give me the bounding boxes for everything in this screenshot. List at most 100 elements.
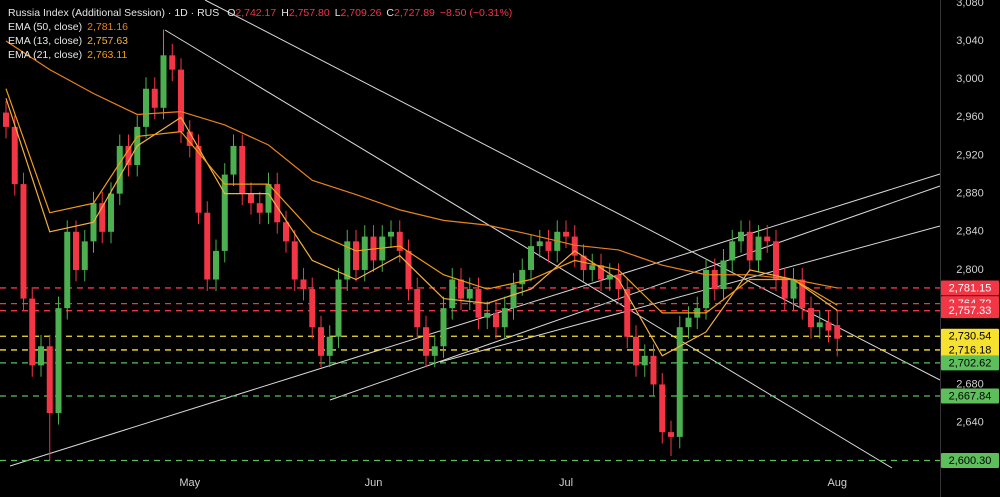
candle-body bbox=[738, 231, 744, 242]
candle-body bbox=[641, 355, 648, 366]
price-axis: 2,640 2,680 2,800 2,840 2,880 2,920 2,960 3,000… bbox=[956, 0, 984, 428]
candle-body bbox=[169, 55, 176, 70]
candle-body bbox=[475, 289, 482, 318]
header: Russia Index (Additional Session) · 1D ·… bbox=[8, 6, 512, 62]
candle-body bbox=[274, 184, 281, 223]
candle-body bbox=[816, 322, 823, 328]
candle-body bbox=[239, 145, 246, 194]
candle-body bbox=[799, 279, 806, 309]
level-label: 2,600.30 bbox=[949, 455, 992, 467]
candle-body bbox=[55, 308, 62, 414]
candle-body bbox=[414, 289, 421, 328]
ema-line bbox=[5, 40, 838, 289]
candle-body bbox=[790, 279, 797, 299]
candle-body bbox=[151, 88, 158, 108]
candle-body bbox=[125, 145, 132, 166]
ohlc-name: O bbox=[227, 7, 236, 19]
y-tick-label: 3,040 bbox=[956, 35, 984, 47]
candle-body bbox=[230, 145, 237, 175]
y-tick-label: 2,840 bbox=[956, 226, 984, 238]
candle-body bbox=[501, 308, 508, 328]
y-tick-label: 2,920 bbox=[956, 149, 984, 161]
level-label: 2,757.33 bbox=[949, 305, 992, 317]
candle-body bbox=[423, 327, 429, 356]
level-label: 2,702.62 bbox=[949, 357, 992, 369]
candle-body bbox=[221, 174, 228, 251]
candle-body bbox=[195, 145, 202, 213]
candle-body bbox=[283, 222, 289, 242]
candle-body bbox=[213, 250, 219, 280]
candle-body bbox=[615, 274, 622, 290]
candle-body bbox=[545, 241, 552, 251]
candle-body bbox=[571, 236, 578, 256]
candle-body bbox=[3, 112, 9, 127]
candle-body bbox=[361, 236, 368, 270]
candle-body bbox=[484, 312, 491, 318]
candle-body bbox=[116, 145, 123, 194]
candle-body bbox=[73, 231, 79, 270]
candle-body bbox=[388, 231, 394, 237]
candle-body bbox=[265, 184, 272, 213]
candle-body bbox=[300, 279, 307, 290]
candle-body bbox=[178, 69, 184, 132]
candle-body bbox=[519, 269, 526, 285]
level-label-box bbox=[941, 328, 999, 344]
y-tick-label: 2,960 bbox=[956, 111, 984, 123]
indicator-value: 2,757.63 bbox=[87, 35, 128, 47]
candle-body bbox=[326, 336, 333, 356]
candle-body bbox=[458, 279, 464, 299]
y-tick-label: 3,000 bbox=[956, 73, 984, 85]
level-label-box bbox=[941, 452, 999, 468]
indicator-legend: EMA (13, close) 2,757.63 bbox=[8, 34, 512, 48]
y-tick-label: 3,080 bbox=[956, 0, 984, 9]
trend-lines bbox=[9, 0, 941, 469]
trend-line bbox=[204, 0, 941, 381]
ohlc-name: C bbox=[386, 7, 395, 19]
candle-body bbox=[396, 231, 403, 251]
indicator-value: 2,763.11 bbox=[87, 49, 128, 61]
ohlc-value: 2,709.26 bbox=[340, 7, 382, 19]
candle-body bbox=[650, 355, 657, 385]
candle-body bbox=[38, 346, 44, 366]
candle-body bbox=[729, 241, 736, 261]
candle-body bbox=[440, 308, 447, 347]
level-label: 2,730.54 bbox=[949, 331, 992, 343]
change: −8.50 (−0.31%) bbox=[439, 7, 513, 19]
ohlc-value: 2,742.17 bbox=[235, 7, 277, 19]
y-tick-label: 2,640 bbox=[956, 416, 984, 428]
y-tick-label: 2,680 bbox=[956, 378, 984, 390]
candle-body bbox=[703, 269, 709, 309]
indicator-name: EMA (21, close) bbox=[8, 49, 83, 61]
candle-body bbox=[773, 241, 779, 280]
candle-body bbox=[781, 279, 788, 299]
candle-body bbox=[204, 212, 211, 280]
indicator-legend: EMA (21, close) 2,763.11 bbox=[8, 48, 512, 62]
candle-body bbox=[20, 184, 27, 299]
candle-body bbox=[633, 336, 639, 366]
candle-body bbox=[81, 241, 88, 270]
trend-line bbox=[439, 225, 941, 363]
y-tick-label: 2,800 bbox=[956, 264, 984, 276]
level-label: 2,781.15 bbox=[949, 282, 992, 294]
level-label-box bbox=[941, 388, 999, 404]
candle-body bbox=[291, 241, 298, 280]
level-label: 2,667.84 bbox=[949, 390, 992, 402]
candle-body bbox=[834, 325, 841, 339]
x-tick-label: May bbox=[179, 477, 200, 489]
candle-body bbox=[685, 317, 692, 328]
candle-body bbox=[808, 308, 814, 328]
x-tick-label: Jun bbox=[365, 477, 383, 489]
y-tick-label: 2,880 bbox=[956, 188, 984, 200]
candle-body bbox=[606, 274, 613, 280]
candle-body bbox=[825, 322, 832, 331]
candle-body bbox=[510, 284, 517, 309]
candle-body bbox=[764, 236, 771, 242]
candle-body bbox=[11, 126, 18, 185]
candle-body bbox=[335, 279, 342, 337]
level-label-box bbox=[941, 355, 999, 371]
candle-body bbox=[309, 289, 316, 328]
candle-body bbox=[659, 384, 666, 433]
